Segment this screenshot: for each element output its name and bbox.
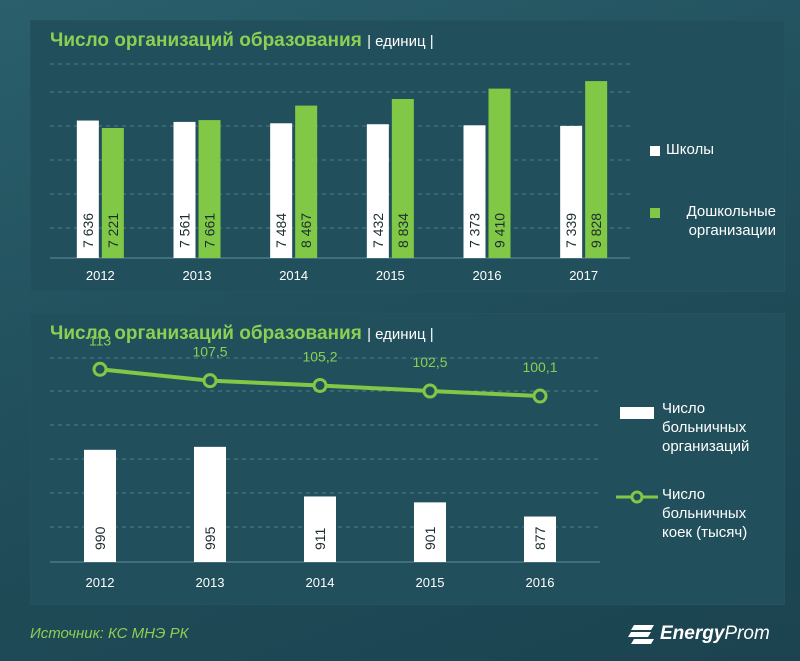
data-label: 8 834 [395, 213, 411, 248]
point-beds-2016 [532, 388, 548, 404]
data-label: 7 432 [370, 213, 386, 248]
chart-title: Число организаций образования | единиц | [50, 30, 434, 51]
legend-swatch-beds [616, 490, 658, 504]
line-data-label: 105,2 [302, 348, 337, 364]
legend-label-hospitals: Число больничных организаций [662, 400, 750, 455]
bar-schools-2014 [270, 123, 293, 259]
data-label: 877 [532, 526, 548, 550]
data-label: 9 828 [588, 213, 604, 248]
legend-swatch-hospitals [620, 407, 654, 419]
x-tick-label: 2014 [279, 268, 308, 283]
point-beds-2013 [202, 373, 218, 389]
bar-schools-2012 [76, 120, 99, 258]
x-tick-label: 2012 [86, 268, 115, 283]
line-data-label: 107,5 [192, 344, 227, 360]
bar-schools-2013 [173, 121, 196, 258]
bar-preschool-2014 [295, 105, 318, 259]
chart-panel-education: Число организаций образования | единиц |… [30, 20, 785, 292]
bar-preschool-2015 [391, 98, 414, 258]
data-label: 901 [422, 526, 438, 550]
x-tick-label: 2013 [196, 575, 225, 590]
point-beds-2015 [422, 383, 438, 399]
line-data-label: 100,1 [522, 359, 557, 375]
bar-preschool-2017 [585, 81, 608, 258]
bar-chart-education: 7 636 7 221 2012 7 561 7 661 2013 7 484 8 467 20… [50, 63, 630, 283]
x-tick-label: 2015 [416, 575, 445, 590]
x-tick-label: 2016 [526, 575, 555, 590]
bar-preschool-2012 [101, 128, 124, 258]
data-label: 7 373 [467, 213, 483, 248]
energyprom-logo: EnergyProm [628, 620, 770, 648]
bar-schools-2015 [366, 124, 389, 258]
chart-panel-hospitals: Число организаций образования | единиц |… [30, 313, 785, 605]
bar-hospitals-2016 [524, 516, 556, 562]
data-label: 995 [202, 526, 218, 550]
x-tick-label: 2015 [376, 268, 405, 283]
logo-icon [628, 625, 654, 644]
bar-hospitals-2013 [194, 446, 226, 562]
data-label: 7 339 [563, 213, 579, 248]
data-label: 7 221 [105, 213, 121, 248]
source-note: Источник: КС МНЭ РК [30, 625, 189, 642]
data-label: 911 [312, 527, 328, 550]
line-data-label: 113 [89, 332, 112, 348]
data-label: 990 [92, 526, 108, 550]
bar-schools-2016 [463, 125, 486, 258]
bar-preschool-2016 [488, 88, 511, 259]
bar-hospitals-2015 [414, 502, 446, 562]
x-tick-label: 2013 [183, 268, 212, 283]
x-tick-label: 2014 [306, 575, 335, 590]
legend-label-preschool: Дошкольные организации [686, 203, 776, 239]
bar-preschool-2013 [198, 120, 221, 259]
legend-swatch-schools [650, 146, 660, 156]
data-label: 7 561 [177, 213, 193, 248]
bar-hospitals-2014 [304, 496, 336, 562]
x-tick-label: 2012 [86, 575, 115, 590]
point-beds-2012 [92, 361, 108, 377]
data-label: 9 410 [492, 213, 508, 248]
data-label: 7 636 [80, 213, 96, 248]
data-label: 7 661 [202, 213, 218, 248]
legend-swatch-preschool [650, 208, 660, 218]
chart-title: Число организаций образования | единиц | [50, 323, 434, 344]
legend-label-schools: Школы [666, 141, 715, 158]
point-beds-2014 [312, 377, 328, 393]
data-label: 8 467 [298, 213, 314, 248]
legend-label-beds: Число больничных коек (тысяч) [662, 486, 748, 541]
x-tick-label: 2016 [473, 268, 502, 283]
bar-schools-2017 [560, 125, 583, 258]
x-tick-label: 2017 [569, 268, 598, 283]
data-label: 7 484 [273, 213, 289, 248]
logo-text: EnergyProm [660, 623, 770, 644]
combo-chart-hospitals: 990 2012 995 2013 911 2014 901 2015 877 2016 113 10… [50, 332, 600, 590]
line-data-label: 102,5 [412, 354, 447, 370]
bar-hospitals-2012 [84, 449, 116, 562]
